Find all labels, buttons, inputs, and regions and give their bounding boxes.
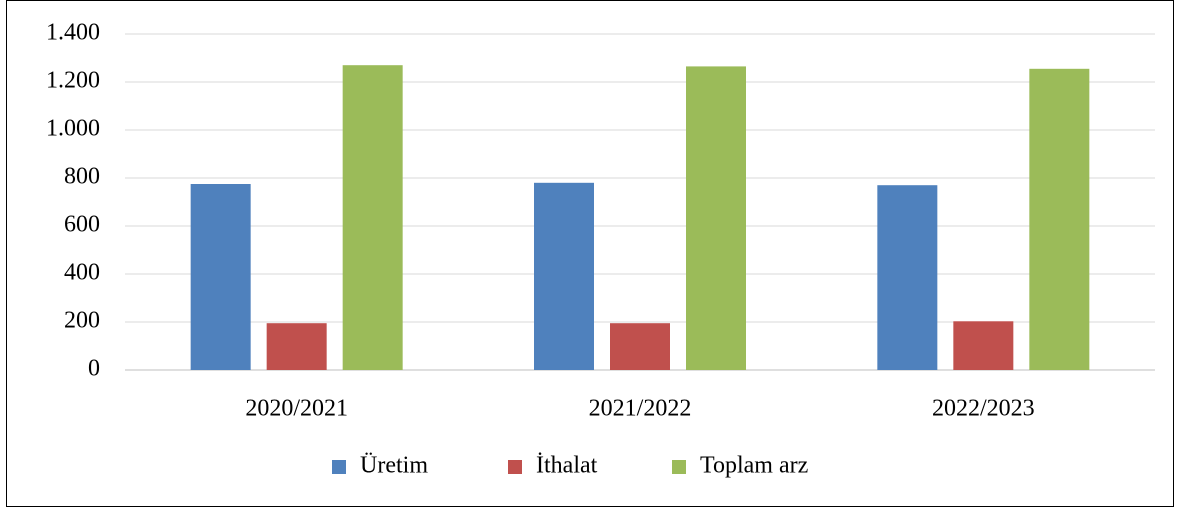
bar xyxy=(953,321,1014,370)
legend-swatch xyxy=(508,460,522,474)
legend-label: Üretim xyxy=(360,453,428,479)
legend-label: Toplam arz xyxy=(700,453,808,479)
legend-label: İthalat xyxy=(536,453,598,479)
x-tick-label: 2020/2021 xyxy=(245,396,348,422)
bar xyxy=(1029,68,1090,371)
bar xyxy=(610,323,670,370)
x-tick-label: 2022/2023 xyxy=(932,396,1035,422)
bar xyxy=(342,65,403,370)
y-tick-label: 1.000 xyxy=(46,116,100,142)
bar xyxy=(534,182,594,370)
legend-swatch xyxy=(672,460,686,474)
bar xyxy=(877,185,938,370)
y-tick-label: 200 xyxy=(64,308,100,334)
legend-swatch xyxy=(332,460,346,474)
y-tick-label: 800 xyxy=(64,164,100,190)
bar xyxy=(190,184,251,370)
y-tick-label: 0 xyxy=(88,356,100,382)
y-tick-label: 400 xyxy=(64,260,100,286)
bar xyxy=(686,66,746,371)
y-tick-label: 1.200 xyxy=(46,68,100,94)
x-tick-label: 2021/2022 xyxy=(589,396,692,422)
bar xyxy=(266,323,327,370)
y-tick-label: 600 xyxy=(64,212,100,238)
y-tick-label: 1.400 xyxy=(46,20,100,46)
